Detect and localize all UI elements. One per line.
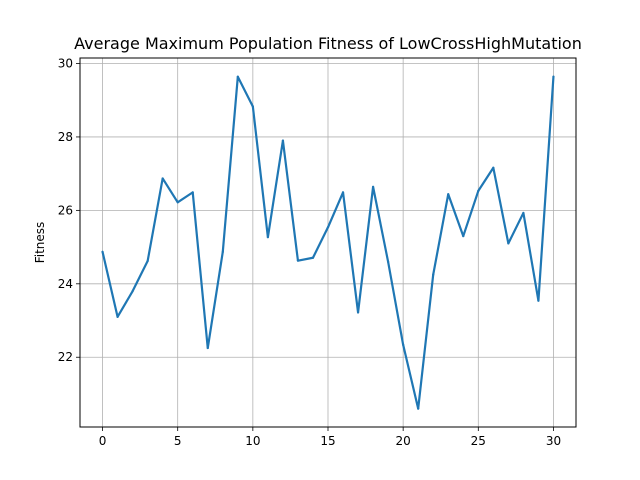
y-tick-label: 24	[58, 277, 73, 291]
data-point	[432, 273, 435, 276]
data-point	[462, 234, 465, 238]
data-point	[326, 226, 330, 229]
data-point	[356, 311, 360, 314]
data-point	[251, 105, 254, 108]
y-tick-label: 22	[58, 350, 73, 364]
data-point	[447, 193, 450, 196]
x-tick-label: 30	[546, 434, 561, 448]
y-tick-label: 28	[58, 130, 73, 144]
data-point	[266, 236, 269, 239]
data-point	[296, 259, 300, 262]
y-axis-label: Fitness	[33, 222, 47, 264]
data-point	[221, 250, 224, 253]
data-point	[101, 250, 104, 253]
data-point	[537, 299, 540, 302]
data-point	[116, 315, 119, 318]
data-point	[176, 201, 179, 204]
x-axis: 0 5 10 15 20 25 30	[99, 427, 561, 448]
data-point	[236, 75, 239, 78]
data-point	[387, 260, 390, 263]
x-tick-label: 20	[396, 434, 411, 448]
data-point	[146, 259, 149, 263]
x-tick-label: 10	[245, 434, 260, 448]
data-point	[311, 256, 315, 259]
data-point	[206, 346, 209, 350]
x-tick-label: 5	[174, 434, 182, 448]
y-axis: 22 24 26 28 30	[58, 57, 80, 364]
x-tick-label: 15	[320, 434, 335, 448]
chart-title: Average Maximum Population Fitness of Lo…	[74, 34, 582, 53]
grid-lines	[80, 58, 576, 427]
data-point	[552, 75, 555, 78]
x-tick-label: 25	[471, 434, 486, 448]
y-tick-label: 26	[58, 203, 73, 217]
data-point	[191, 191, 194, 194]
x-tick-label: 0	[99, 434, 107, 448]
data-point	[371, 185, 375, 188]
data-point	[131, 290, 134, 293]
data-point	[417, 407, 420, 410]
data-point	[161, 177, 164, 180]
data-point	[522, 211, 525, 215]
data-point	[477, 189, 480, 193]
data-point	[281, 139, 285, 142]
data-point	[402, 343, 405, 346]
data-point	[492, 166, 495, 169]
y-tick-label: 30	[58, 57, 73, 71]
data-point	[341, 191, 345, 194]
data-point	[507, 242, 510, 245]
plot-area	[101, 75, 555, 410]
